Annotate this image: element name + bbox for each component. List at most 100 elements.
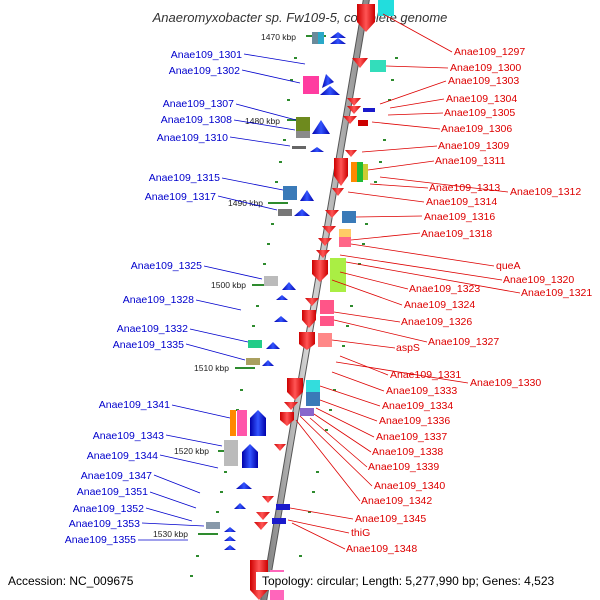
gene-arrow	[299, 332, 315, 350]
gene-label[interactable]: Anae109_1325	[131, 260, 202, 272]
kbp-tick: 1530 kbp	[153, 529, 218, 539]
gene-arrow	[300, 190, 314, 201]
gene-label[interactable]: Anae109_1344	[87, 450, 158, 462]
gene-arrow	[274, 316, 288, 322]
gene-arrow	[236, 482, 252, 489]
gene-label[interactable]: Anae109_1317	[145, 191, 216, 203]
gene-label[interactable]: Anae109_1305	[444, 107, 515, 119]
gene-label[interactable]: Anae109_1323	[409, 283, 480, 295]
gene-block	[292, 146, 306, 149]
gene-arrow	[274, 444, 286, 451]
reverse-strand-genes	[250, 0, 394, 600]
gene-label[interactable]: Anae109_1353	[69, 518, 140, 530]
gene-label[interactable]: Anae109_1351	[77, 486, 148, 498]
gene-block	[296, 131, 310, 138]
gene-arrow	[302, 310, 316, 328]
gene-label[interactable]: Anae109_1316	[424, 211, 495, 223]
gene-arrow	[266, 342, 280, 349]
gene-block	[320, 300, 334, 314]
gene-label[interactable]: Anae109_1311	[435, 155, 506, 167]
gene-block	[318, 333, 332, 347]
gene-arrow	[282, 282, 296, 290]
gene-label[interactable]: Anae109_1340	[374, 480, 445, 492]
gene-arrow	[316, 250, 330, 258]
gene-label[interactable]: Anae109_1345	[355, 513, 426, 525]
gene-label[interactable]: Anae109_1328	[123, 294, 194, 306]
gene-label[interactable]: Anae109_1355	[65, 534, 136, 546]
kbp-tick-label: 1530 kbp	[153, 529, 188, 539]
gene-label[interactable]: Anae109_1306	[441, 123, 512, 135]
gene-label[interactable]: Anae109_1318	[421, 228, 492, 240]
gene-label[interactable]: Anae109_1308	[161, 114, 232, 126]
gene-block	[363, 108, 375, 112]
gene-arrow	[280, 412, 294, 426]
gene-label[interactable]: Anae109_1314	[426, 196, 497, 208]
gene-arrow	[276, 295, 288, 300]
gene-label[interactable]: Anae109_1341	[99, 399, 170, 411]
kbp-tick-label: 1510 kbp	[194, 363, 229, 373]
gene-label[interactable]: Anae109_1310	[157, 132, 228, 144]
gene-label[interactable]: aspS	[396, 342, 420, 354]
gene-arrow	[305, 298, 319, 306]
gene-arrow	[330, 32, 346, 44]
gene-label[interactable]: Anae109_1331	[390, 369, 461, 381]
gene-label[interactable]: Anae109_1302	[169, 65, 240, 77]
gene-arrow	[310, 147, 324, 152]
gene-arrow	[294, 209, 310, 216]
gene-arrow	[320, 86, 340, 95]
gene-arrow	[318, 238, 332, 246]
gene-label[interactable]: Anae109_1333	[386, 385, 457, 397]
gene-block	[363, 164, 368, 180]
gene-label[interactable]: Anae109_1324	[404, 299, 475, 311]
gene-label[interactable]: Anae109_1304	[446, 93, 517, 105]
gene-label[interactable]: Anae109_1327	[428, 336, 499, 348]
gene-label[interactable]: Anae109_1330	[470, 377, 541, 389]
gene-block	[276, 504, 290, 510]
gene-label[interactable]: Anae109_1313	[429, 182, 500, 194]
kbp-tick-label: 1520 kbp	[174, 446, 209, 456]
gene-label[interactable]: Anae109_1312	[510, 186, 581, 198]
gene-arrow	[343, 116, 357, 124]
gene-label[interactable]: Anae109_1332	[117, 323, 188, 335]
gene-block	[342, 211, 356, 223]
gene-label[interactable]: Anae109_1352	[73, 503, 144, 515]
gene-label[interactable]: Anae109_1347	[81, 470, 152, 482]
gene-arrow	[322, 226, 336, 234]
gene-block	[370, 60, 386, 72]
gene-label[interactable]: Anae109_1297	[454, 46, 525, 58]
gene-label[interactable]: Anae109_1338	[372, 446, 443, 458]
gene-label[interactable]: Anae109_1326	[401, 316, 472, 328]
gene-block	[248, 340, 262, 348]
gene-label[interactable]: Anae109_1336	[379, 415, 450, 427]
gene-label[interactable]: Anae109_1334	[382, 400, 453, 412]
gene-block	[272, 518, 286, 524]
gene-arrow	[352, 58, 368, 68]
gene-label[interactable]: Anae109_1320	[503, 274, 574, 286]
gene-label[interactable]: Anae109_1321	[521, 287, 592, 299]
kbp-tick-label: 1500 kbp	[211, 280, 246, 290]
gene-label[interactable]: Anae109_1342	[361, 495, 432, 507]
gene-block	[306, 380, 320, 392]
gene-label[interactable]: Anae109_1348	[346, 543, 417, 555]
gene-arrow	[234, 503, 246, 509]
gene-label[interactable]: Anae109_1339	[368, 461, 439, 473]
left-gene-label-texts: Anae109_1301 Anae109_1302 Anae109_1307 A…	[65, 49, 242, 546]
gene-label[interactable]: Anae109_1315	[149, 172, 220, 184]
gene-label[interactable]: Anae109_1300	[450, 62, 521, 74]
gene-label[interactable]: thiG	[351, 527, 370, 539]
gene-label[interactable]: Anae109_1335	[113, 339, 184, 351]
gene-label[interactable]: Anae109_1303	[448, 75, 519, 87]
gene-label[interactable]: Anae109_1309	[438, 140, 509, 152]
gene-block	[296, 117, 310, 131]
gene-arrow	[325, 210, 339, 218]
map-title: Anaeromyxobacter sp. Fw109-5, complete g…	[152, 10, 448, 25]
gene-block	[246, 358, 260, 365]
gene-label[interactable]: Anae109_1343	[93, 430, 164, 442]
gene-arrow	[334, 158, 348, 186]
gene-label[interactable]: Anae109_1337	[376, 431, 447, 443]
gene-label[interactable]: Anae109_1301	[171, 49, 242, 61]
gene-label[interactable]: Anae109_1307	[163, 98, 234, 110]
gene-label[interactable]: queA	[496, 260, 521, 272]
genome-summary-text: Topology: circular; Length: 5,277,990 bp…	[262, 574, 555, 588]
